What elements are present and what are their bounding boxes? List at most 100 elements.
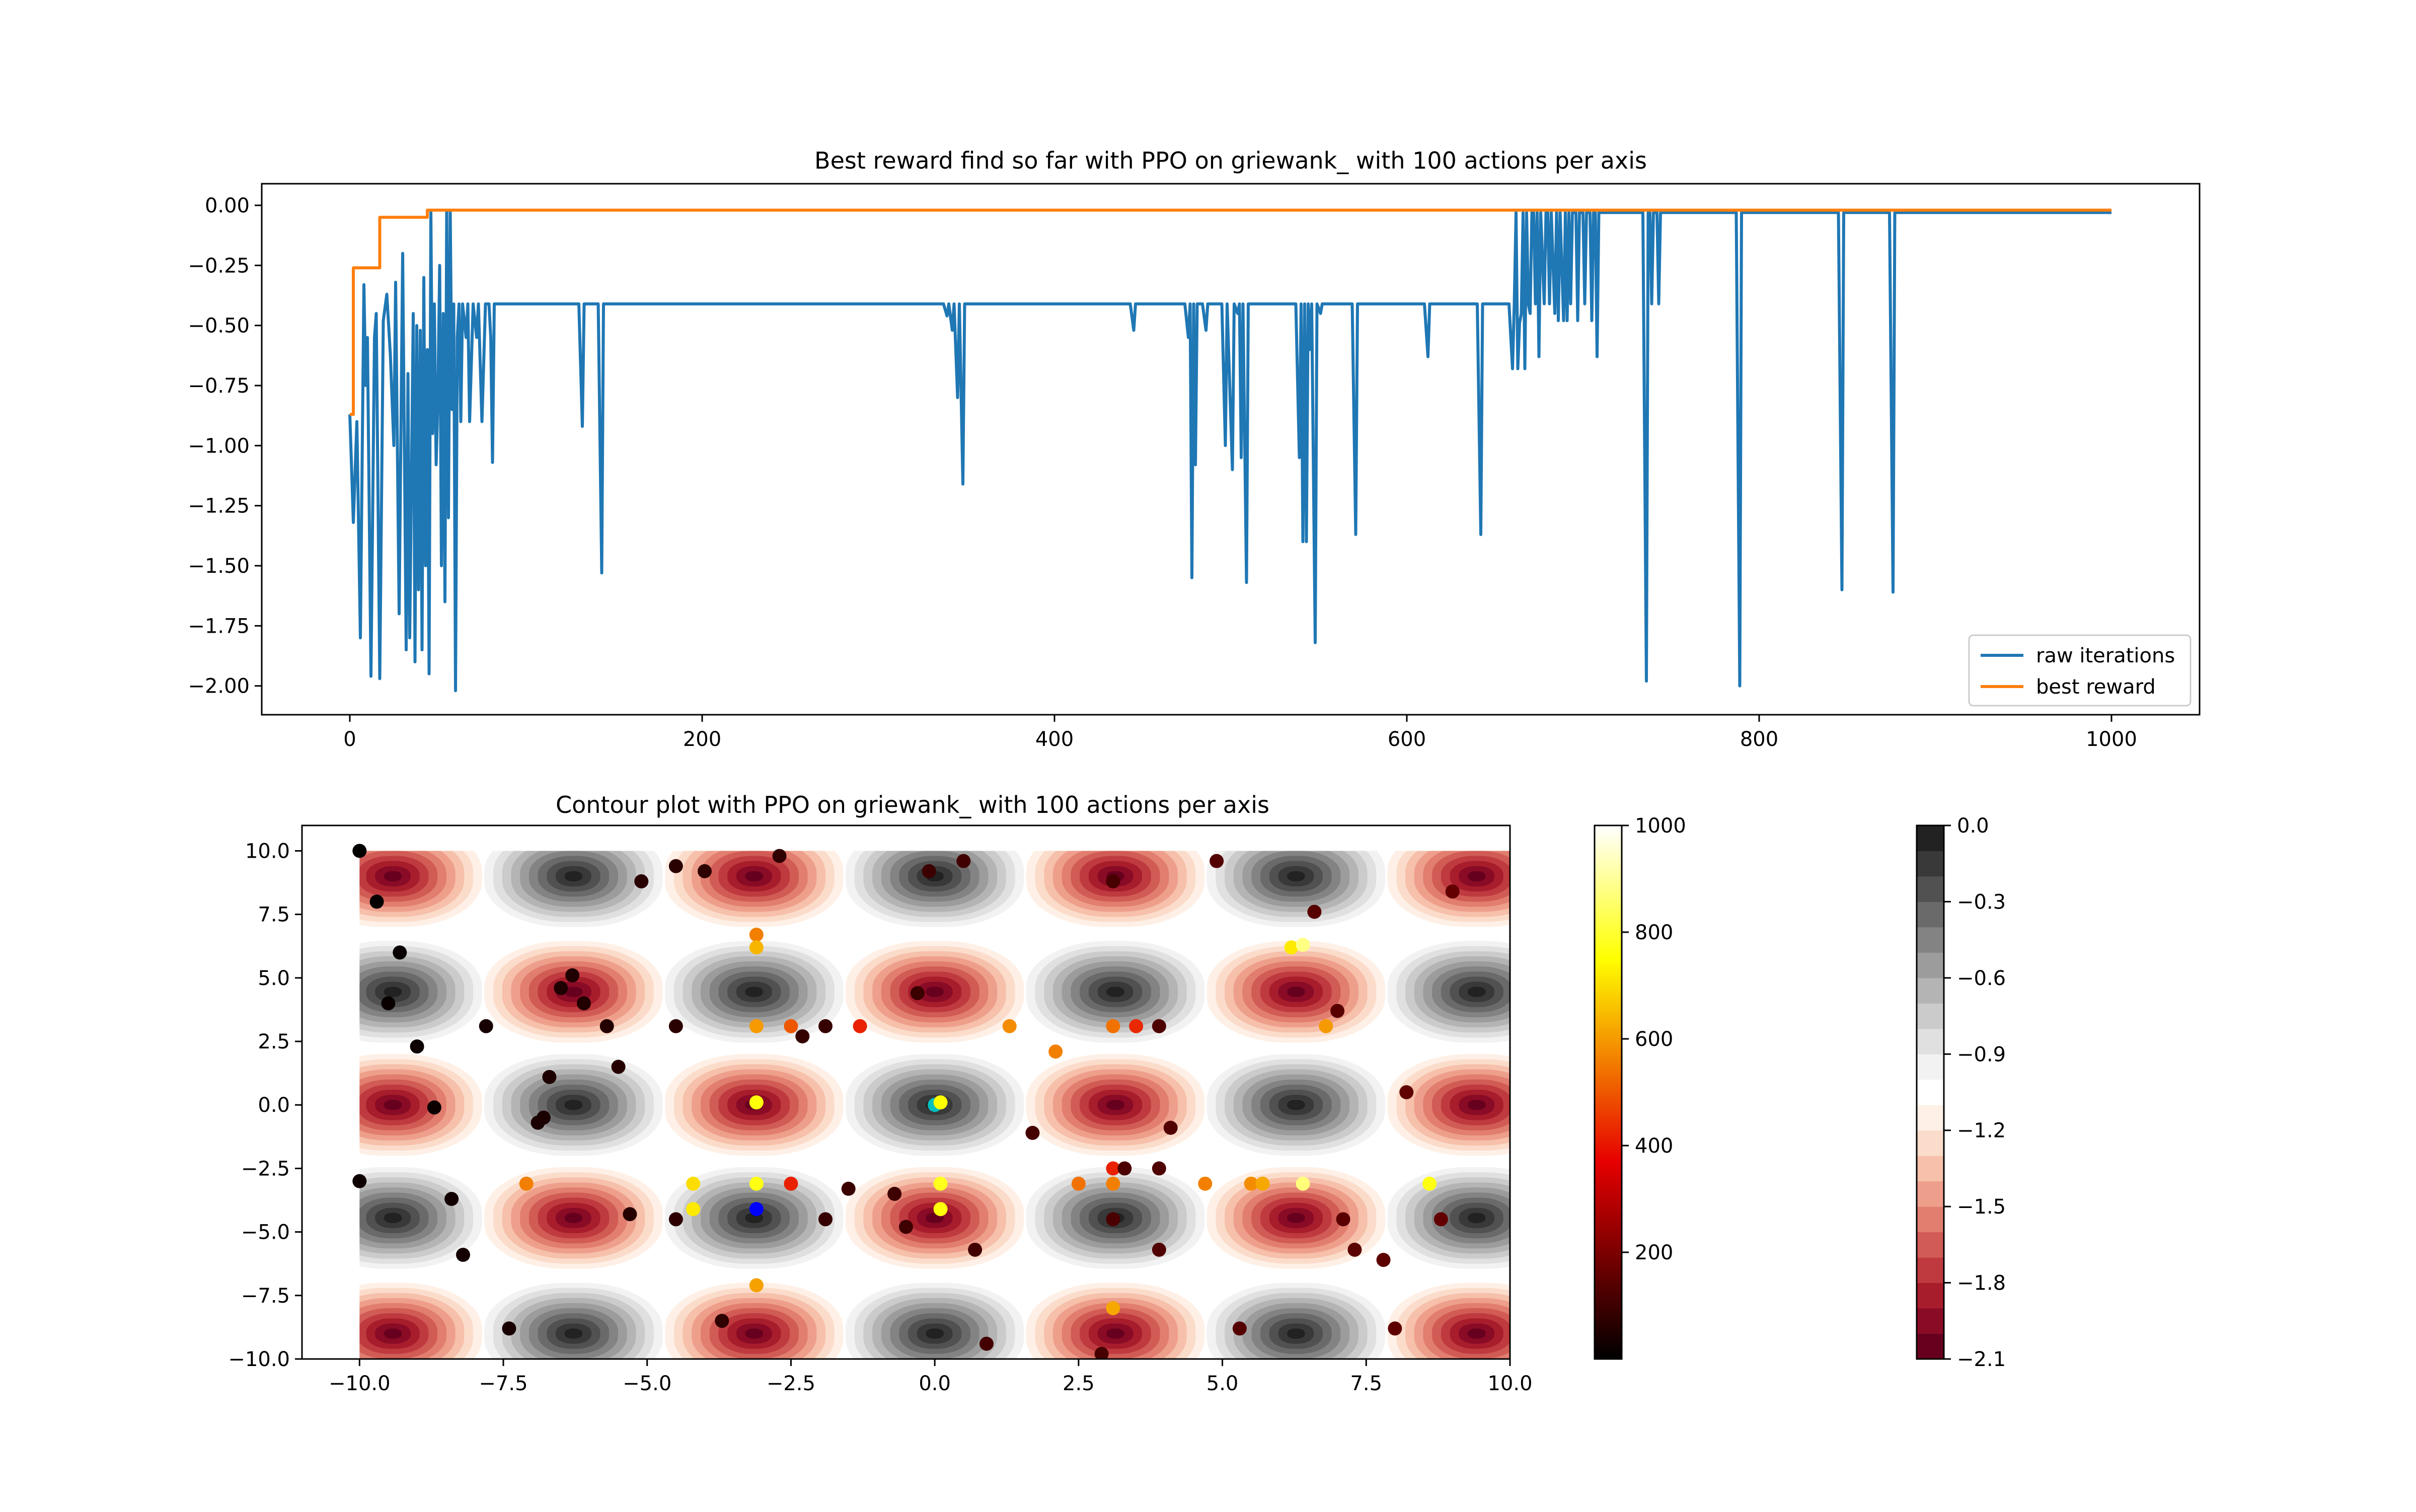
bottom-xtick-label: −7.5 — [479, 1372, 527, 1395]
scatter-point — [1198, 1176, 1213, 1191]
colorbar-value-band — [1917, 1333, 1944, 1359]
scatter-point — [1210, 854, 1224, 868]
scatter-point — [1002, 1019, 1017, 1033]
scatter-point — [634, 874, 649, 889]
colorbar-value-band — [1917, 1232, 1944, 1258]
scatter-point — [668, 1019, 683, 1033]
bottom-ytick-label: 2.5 — [258, 1030, 290, 1053]
contour-band-red — [1287, 1213, 1305, 1223]
scatter-point — [749, 940, 764, 955]
contour-band-gray — [1106, 987, 1124, 997]
contour-mask-top — [302, 825, 1510, 851]
colorbar-value-band — [1917, 1181, 1944, 1207]
top-xtick-label: 800 — [1740, 728, 1778, 751]
scatter-point — [686, 1176, 701, 1191]
bottom-frame — [301, 824, 1511, 1360]
colorbar-value-band — [1917, 952, 1944, 978]
scatter-point — [668, 859, 683, 873]
contour-band-gray — [564, 871, 583, 882]
contour-band-red — [564, 1213, 583, 1223]
scatter-point — [1255, 1176, 1270, 1191]
scatter-point — [1445, 884, 1460, 899]
bottom-ytick-label: −10.0 — [228, 1348, 290, 1371]
scatter-point — [1048, 1044, 1063, 1059]
scatter-point — [749, 928, 764, 942]
scatter-point — [611, 1060, 626, 1074]
scatter-point — [853, 1019, 867, 1033]
scatter-point — [933, 1176, 948, 1191]
scatter-point — [369, 894, 384, 909]
contour-band-red — [1287, 987, 1305, 997]
colorbar-value-band — [1917, 927, 1944, 953]
scatter-point — [519, 1176, 534, 1191]
scatter-point — [1284, 940, 1299, 955]
scatter-point — [444, 1192, 459, 1206]
scatter-point — [599, 1019, 614, 1033]
colorbar-value-band — [1917, 1003, 1944, 1029]
colorbar-value-label: −2.1 — [1957, 1348, 2006, 1371]
top-legend: raw iterations best reward — [1968, 634, 2192, 707]
colorbar-iteration-label: 800 — [1635, 921, 1673, 944]
bottom-xtick-label: −10.0 — [329, 1372, 391, 1395]
top-xtick-label: 200 — [683, 728, 721, 751]
scatter-point — [1106, 1301, 1120, 1316]
contour-band-red — [564, 987, 583, 997]
scatter-point — [1422, 1176, 1437, 1191]
contour-band-gray — [384, 1213, 402, 1223]
top-ytick-label: −1.25 — [188, 495, 250, 518]
top-xtick-label: 0 — [343, 728, 356, 751]
contour-band-red — [1106, 1100, 1124, 1110]
scatter-point — [1106, 1212, 1120, 1227]
scatter-point — [502, 1321, 516, 1336]
scatter-point — [1152, 1019, 1166, 1033]
contour-mask-left — [302, 825, 360, 1359]
contour-band-red — [1468, 1100, 1486, 1110]
colorbar-value-band — [1917, 1282, 1944, 1309]
top-ytick-label: −1.00 — [188, 434, 250, 458]
scatter-point — [352, 844, 367, 858]
scatter-point — [784, 1019, 798, 1033]
scatter-point — [1152, 1242, 1166, 1257]
scatter-point — [1330, 1004, 1345, 1018]
scatter-point — [1163, 1120, 1178, 1135]
colorbar-value-band — [1917, 876, 1944, 902]
scatter-point — [554, 981, 568, 996]
top-ytick-label: −2.00 — [188, 675, 250, 698]
colorbar-value-label: −1.2 — [1957, 1119, 2006, 1143]
bottom-xtick-label: 2.5 — [1063, 1372, 1095, 1395]
colorbar-value-band — [1917, 1156, 1944, 1182]
scatter-point — [818, 1212, 833, 1227]
scatter-point — [1376, 1253, 1391, 1267]
scatter-point — [1106, 1161, 1120, 1176]
colorbar-value-band — [1917, 1028, 1944, 1054]
colorbar-value-label: −0.9 — [1957, 1043, 2006, 1066]
scatter-point — [1319, 1019, 1333, 1033]
scatter-point — [749, 1019, 764, 1033]
scatter-point — [749, 1176, 764, 1191]
contour-band-red — [384, 1100, 402, 1110]
scatter-point — [565, 968, 580, 982]
bottom-ytick-label: 10.0 — [245, 840, 290, 863]
scatter-point-highlight — [749, 1202, 764, 1217]
contour-band-gray — [1287, 871, 1305, 882]
bottom-axes: Contour plot with PPO on griewank_ with … — [228, 791, 1532, 1395]
legend-best-label: best reward — [2036, 675, 2156, 699]
contour-band-gray — [564, 1328, 583, 1339]
scatter-point — [698, 864, 712, 878]
contour-band-red — [1468, 1328, 1486, 1339]
contour-band-red — [745, 1328, 763, 1339]
contour-band-red — [1106, 1328, 1124, 1339]
legend-raw-label: raw iterations — [2036, 644, 2175, 667]
scatter-point — [410, 1039, 424, 1054]
contour-band-red — [745, 871, 763, 882]
scatter-point — [577, 996, 591, 1011]
scatter-point — [956, 854, 971, 868]
colorbar-value-band — [1917, 825, 1944, 851]
colorbar-iteration: 200 400 600 800 1000 — [1594, 814, 1686, 1360]
colorbar-value-band — [1917, 1257, 1944, 1283]
scatter-point — [1152, 1161, 1166, 1176]
colorbar-value-band — [1917, 901, 1944, 928]
colorbar-iteration-label: 200 — [1635, 1241, 1673, 1264]
scatter-point — [1433, 1212, 1448, 1227]
top-ytick-label: 0.00 — [205, 194, 250, 217]
